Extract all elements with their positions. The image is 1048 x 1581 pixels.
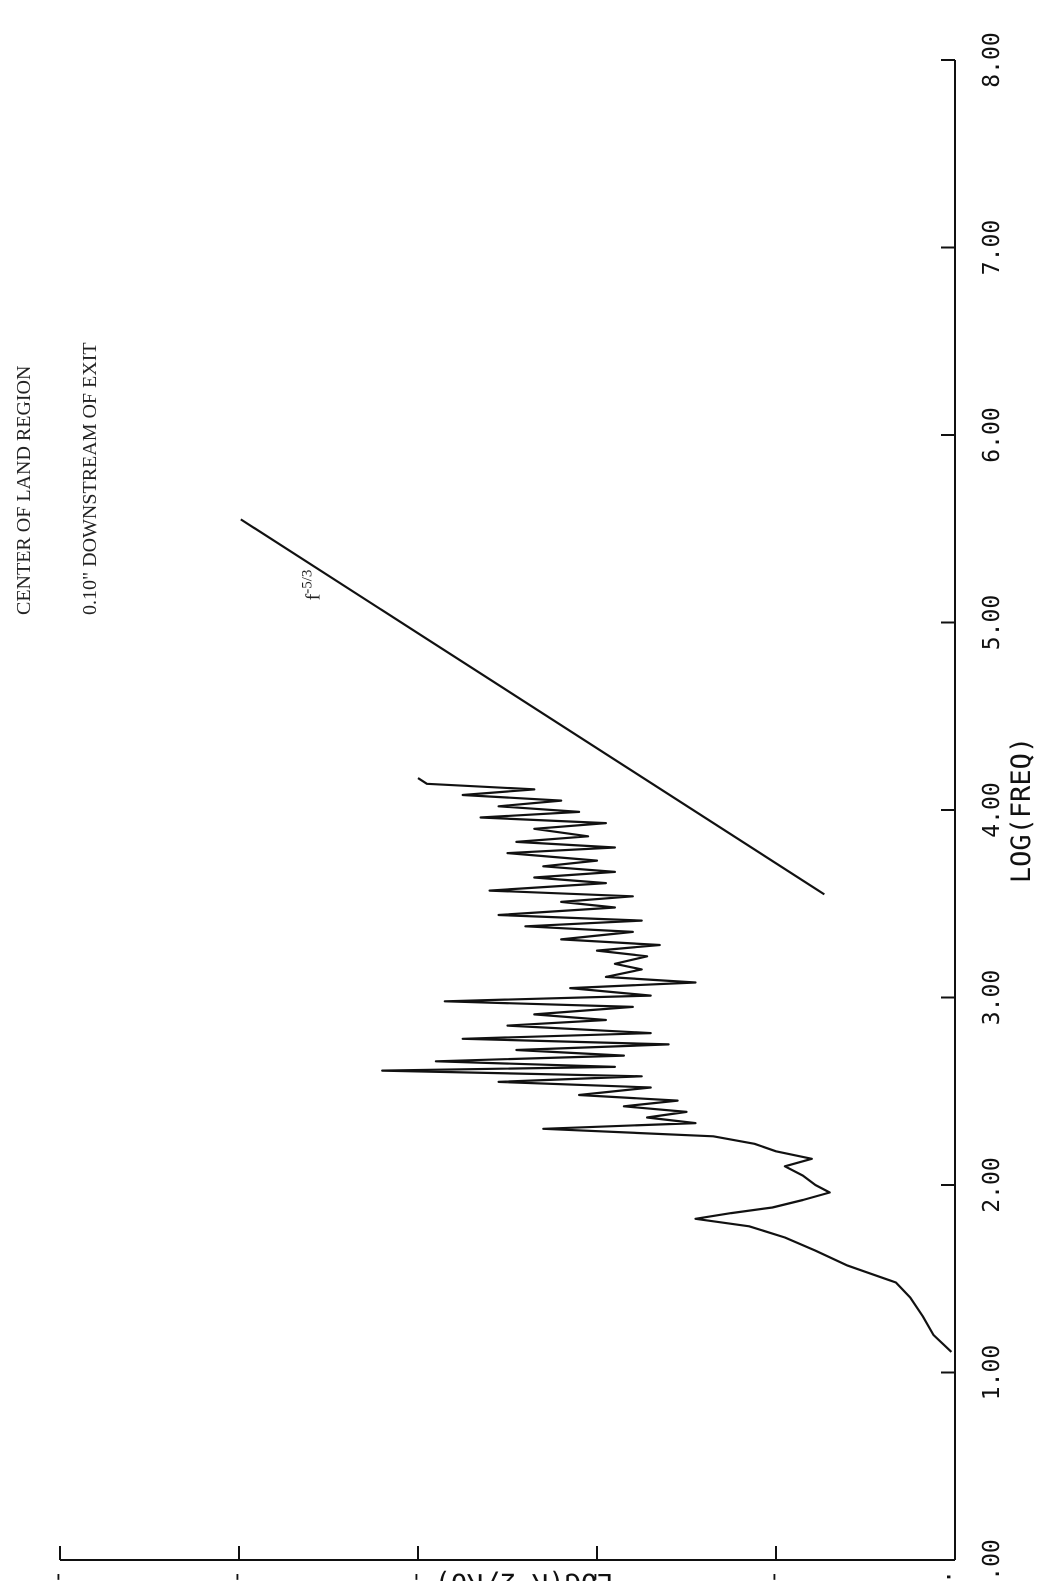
x-tick-label: 5.00 (979, 595, 1005, 650)
x-tick-label: .00 (979, 1539, 1005, 1581)
chart-subtitle: 0.10" DOWNSTREAM OF EXIT (79, 342, 101, 615)
y-tick-label: -2.00 (583, 1570, 609, 1581)
x-axis-title: LOG(FREQ) (1006, 737, 1037, 883)
y-tick-label: -5.00 (46, 1570, 72, 1581)
x-ticks: .00 1.00 2.00 3.00 4.00 5.00 6.00 7.00 8.00 (941, 32, 1005, 1581)
x-tick-label: 8.00 (979, 32, 1005, 87)
x-tick-label: 2.00 (979, 1157, 1005, 1212)
x-tick-label: 3.00 (979, 970, 1005, 1025)
x-tick-label: 6.00 (979, 407, 1005, 462)
y-axis-title: LOG(R'2/RO) (435, 1567, 614, 1581)
x-tick-label: 4.00 (979, 782, 1005, 837)
x-tick-label: 1.00 (979, 1345, 1005, 1400)
chart-title: CENTER OF LAND REGION (13, 366, 35, 615)
slope-annotation: f-5/3 (300, 570, 325, 601)
spectrum-series-line (381, 777, 953, 1353)
y-tick-label: -1.00 (762, 1570, 788, 1581)
plot-area: .00 1.00 2.00 3.00 4.00 5.00 6.00 7.00 8.00 .00 -… (46, 32, 1005, 1581)
y-tick-label: -3.00 (404, 1570, 430, 1581)
y-tick-label: .00 (941, 1570, 967, 1581)
y-tick-label: -4.00 (225, 1570, 251, 1581)
y-ticks: .00 -1.00 -2.00 -3.00 -4.00 -5.00 (46, 1546, 967, 1581)
reference-slope-line (240, 518, 825, 896)
x-tick-label: 7.00 (979, 220, 1005, 275)
